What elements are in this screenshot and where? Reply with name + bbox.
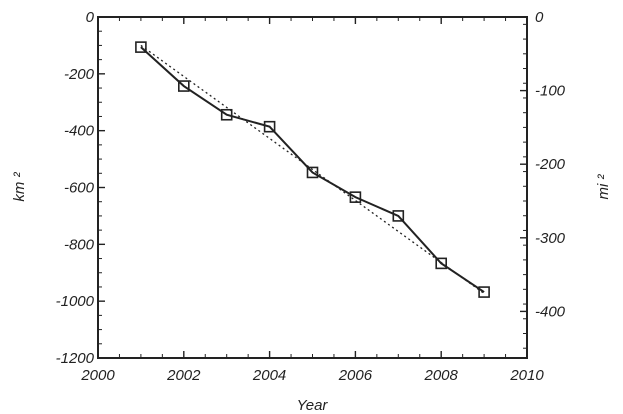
y-tick-label: -1000 — [56, 293, 95, 310]
x-tick-label: 2000 — [80, 367, 115, 384]
y-right-tick-label: 0 — [535, 9, 544, 26]
y-right-tick-label: -200 — [535, 156, 566, 173]
y-right-tick-label: -300 — [535, 230, 566, 247]
y-tick-label: -200 — [64, 66, 95, 83]
series-line — [140, 46, 485, 293]
y-tick-label: -800 — [64, 236, 95, 253]
data-point-marker — [263, 120, 276, 133]
x-axis-title: Year — [297, 397, 329, 414]
data-point-marker — [349, 191, 362, 203]
x-tick-label: 2006 — [338, 367, 373, 384]
x-tick-label: 2008 — [424, 367, 459, 384]
y-tick-label: -400 — [64, 123, 95, 140]
y-right-tick-label: -400 — [535, 303, 566, 320]
y-axis-title-left: km ² — [11, 171, 28, 201]
data-point-marker — [478, 286, 490, 298]
y-axis-title-right: mi ² — [595, 174, 612, 200]
data-point-marker — [135, 41, 147, 53]
data-point-marker — [306, 166, 319, 179]
data-point-marker — [435, 257, 448, 270]
y-tick-label: -1200 — [56, 350, 95, 367]
trend-line — [140, 44, 485, 295]
x-tick-label: 2010 — [509, 367, 544, 384]
y-right-tick-label: -100 — [535, 83, 566, 100]
x-tick-label: 2002 — [166, 367, 201, 384]
plot-frame — [97, 16, 528, 359]
data-point-marker — [392, 210, 405, 222]
y-tick-label: -600 — [64, 180, 95, 197]
data-point-marker — [220, 108, 233, 121]
y-tick-label: 0 — [86, 9, 95, 26]
data-point-marker — [178, 80, 190, 92]
x-tick-label: 2004 — [252, 367, 286, 384]
